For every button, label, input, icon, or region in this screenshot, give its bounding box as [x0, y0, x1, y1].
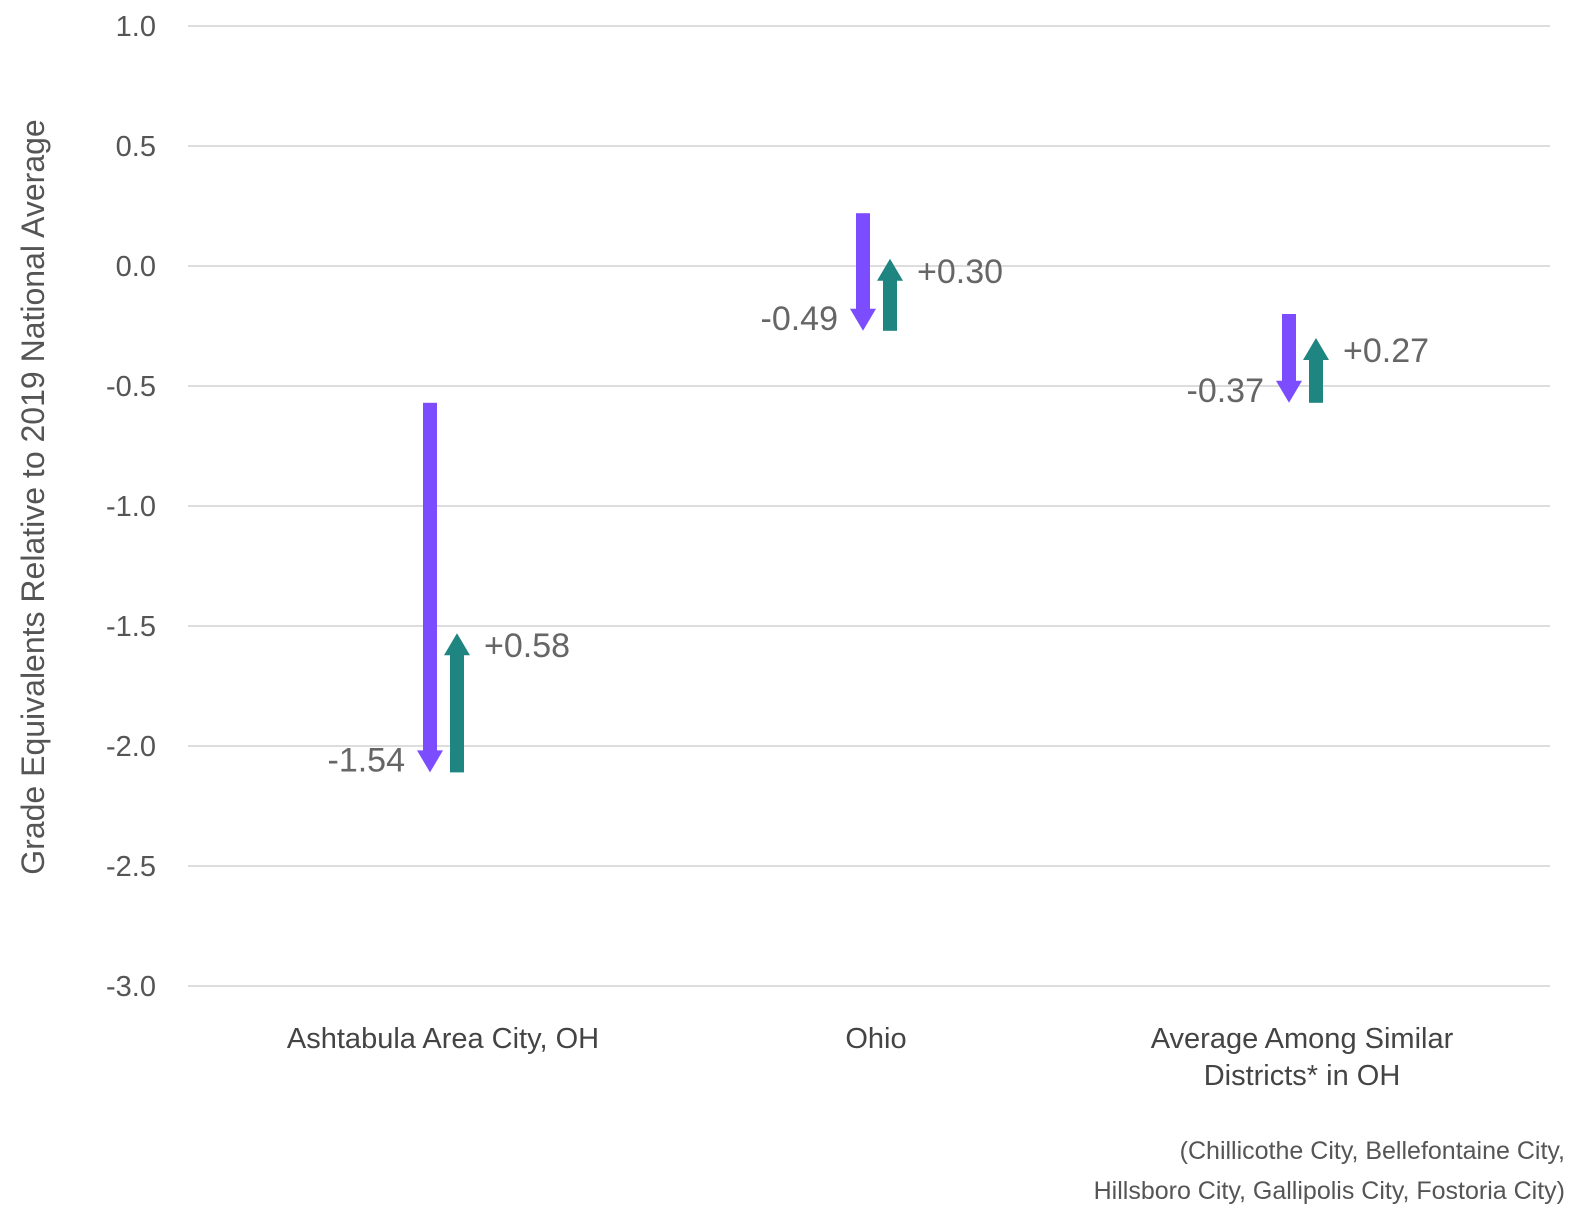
- y-tick-label: -2.5: [106, 851, 156, 883]
- decline-arrow-shaft: [423, 402, 437, 752]
- decline-arrow-head: [850, 308, 876, 331]
- footnote-line: Hillsboro City, Gallipolis City, Fostori…: [1094, 1177, 1565, 1205]
- category-label: Ohio: [845, 1023, 906, 1055]
- recovery-value-label: +0.30: [917, 253, 1003, 291]
- recovery-arrow-shaft: [1309, 359, 1323, 403]
- recovery-arrow-shaft: [450, 654, 464, 773]
- recovery-value-label: +0.58: [484, 627, 570, 665]
- y-tick-label: 0.5: [116, 131, 156, 163]
- category-labels: Ashtabula Area City, OH Ohio Average Among…: [287, 1023, 1454, 1092]
- decline-arrow-head: [417, 750, 443, 773]
- decline-value-label: -0.37: [1187, 372, 1265, 410]
- recovery-arrow-shaft: [883, 279, 897, 331]
- recovery-arrow-head: [444, 633, 470, 656]
- y-tick-labels: 1.0 0.5 0.0 -0.5 -1.0 -1.5 -2.0 -2.5 -3.0: [106, 11, 156, 1003]
- recovery-value-label: +0.27: [1343, 332, 1429, 370]
- y-tick-label: -2.0: [106, 731, 156, 763]
- y-tick-label: -1.5: [106, 611, 156, 643]
- recovery-arrow-head: [1303, 338, 1329, 360]
- decline-value-label: -0.49: [761, 300, 839, 338]
- recovery-arrow-head: [877, 258, 903, 281]
- y-axis-label: Grade Equivalents Relative to 2019 Natio…: [15, 119, 51, 874]
- y-tick-label: -3.0: [106, 971, 156, 1003]
- y-tick-label: -0.5: [106, 371, 156, 403]
- y-tick-label: 0.0: [116, 251, 156, 283]
- category-label: Average Among Similar: [1151, 1023, 1454, 1055]
- decline-arrow-head: [1276, 380, 1302, 403]
- y-tick-label: 1.0: [116, 11, 156, 43]
- decline-arrow-shaft: [1282, 314, 1296, 382]
- category-label: Ashtabula Area City, OH: [287, 1023, 599, 1055]
- category-label: Districts* in OH: [1204, 1060, 1401, 1092]
- decline-arrow-shaft: [856, 213, 870, 310]
- arrows: [417, 213, 1329, 773]
- y-tick-label: -1.0: [106, 491, 156, 523]
- footnote-line: (Chillicothe City, Bellefontaine City,: [1180, 1137, 1565, 1165]
- footnote: (Chillicothe City, Bellefontaine City, Hi…: [1094, 1137, 1565, 1205]
- decline-value-label: -1.54: [328, 741, 406, 779]
- value-labels: -1.54 +0.58 -0.49 +0.30 -0.37 +0.27: [328, 253, 1430, 780]
- gridlines: [188, 25, 1550, 987]
